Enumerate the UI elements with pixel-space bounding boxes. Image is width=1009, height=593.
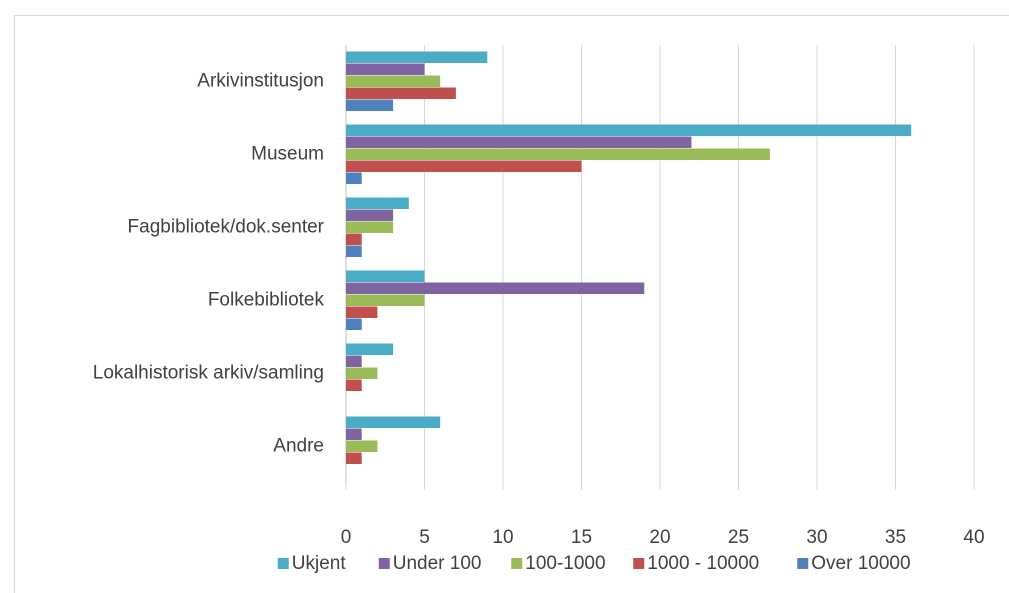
bar bbox=[346, 51, 488, 63]
bar bbox=[346, 367, 378, 379]
legend-label: Under 100 bbox=[393, 553, 482, 574]
y-tick-label: Andre bbox=[273, 436, 324, 457]
bar bbox=[346, 209, 394, 221]
x-tick-label: 15 bbox=[571, 527, 592, 548]
y-tick-label: Arkivinstitusjon bbox=[197, 71, 324, 92]
bar bbox=[346, 428, 362, 440]
bar bbox=[346, 136, 692, 148]
legend-swatch bbox=[633, 558, 645, 569]
x-tick-label: 35 bbox=[885, 527, 906, 548]
bar bbox=[346, 148, 770, 160]
bar bbox=[346, 294, 425, 306]
legend-swatch bbox=[378, 558, 390, 569]
y-tick-label: Museum bbox=[251, 144, 324, 165]
y-tick-label: Fagbibliotek/dok.senter bbox=[128, 217, 325, 238]
x-tick-label: 30 bbox=[806, 527, 827, 548]
bar bbox=[346, 379, 362, 391]
legend-label: Over 10000 bbox=[811, 553, 910, 574]
bar bbox=[346, 75, 441, 87]
x-tick-label: 0 bbox=[341, 527, 352, 548]
legend-swatch bbox=[277, 558, 289, 569]
y-tick-label: Folkebibliotek bbox=[208, 290, 325, 311]
legend-swatch bbox=[797, 558, 809, 569]
x-tick-label: 25 bbox=[728, 527, 749, 548]
bar bbox=[346, 221, 394, 233]
x-tick-label: 20 bbox=[649, 527, 670, 548]
x-tick-label: 5 bbox=[419, 527, 430, 548]
bar bbox=[346, 245, 362, 257]
x-tick-label: 40 bbox=[963, 527, 984, 548]
bar bbox=[346, 172, 362, 184]
chart-border bbox=[14, 15, 1009, 593]
y-tick-label: Lokalhistorisk arkiv/samling bbox=[93, 363, 324, 384]
bar bbox=[346, 197, 409, 209]
bar bbox=[346, 452, 362, 464]
bar bbox=[346, 270, 425, 282]
bar bbox=[346, 343, 394, 355]
legend-swatch bbox=[511, 558, 523, 569]
bar bbox=[346, 355, 362, 367]
legend-label: 1000 - 10000 bbox=[647, 553, 759, 574]
bar bbox=[346, 87, 456, 99]
bar bbox=[346, 124, 912, 136]
bar bbox=[346, 63, 425, 75]
bar bbox=[346, 318, 362, 330]
bar bbox=[346, 440, 378, 452]
legend-label: Ukjent bbox=[292, 553, 347, 574]
bar bbox=[346, 306, 378, 318]
x-tick-label: 10 bbox=[492, 527, 513, 548]
bar bbox=[346, 233, 362, 245]
legend-label: 100-1000 bbox=[525, 553, 605, 574]
bar bbox=[346, 160, 582, 172]
bar bbox=[346, 282, 645, 294]
bar bbox=[346, 99, 394, 111]
bar bbox=[346, 416, 441, 428]
